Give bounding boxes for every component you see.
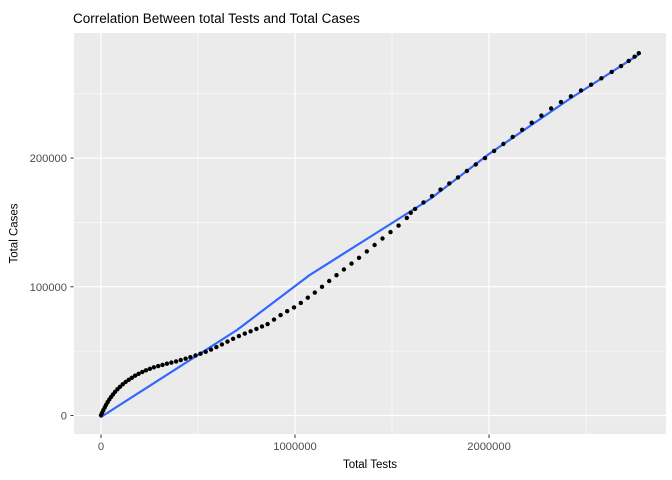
data-point <box>618 63 624 69</box>
data-point <box>129 375 134 380</box>
data-point <box>429 193 435 199</box>
data-point <box>156 363 161 369</box>
data-point <box>140 369 145 375</box>
plot-title: Correlation Between total Tests and Tota… <box>73 11 360 26</box>
data-point <box>421 200 426 205</box>
data-point <box>539 113 544 118</box>
data-point <box>626 58 631 64</box>
x-axis-title: Total Tests <box>343 459 397 471</box>
data-point <box>151 365 157 370</box>
data-point <box>123 379 128 385</box>
data-point <box>380 236 385 241</box>
smooth-regression-line <box>99 53 640 419</box>
y-tick-label: 200000 <box>30 153 67 165</box>
x-tick-label: 0 <box>98 441 104 453</box>
grid-major-lines <box>74 33 666 434</box>
data-point <box>491 148 497 154</box>
y-axis-title: Total Cases <box>9 203 21 263</box>
data-point <box>632 54 637 59</box>
data-point <box>236 333 242 339</box>
data-point <box>259 324 265 329</box>
data-point <box>388 229 393 235</box>
data-point <box>364 249 369 254</box>
data-point <box>291 305 297 310</box>
data-point <box>312 290 317 295</box>
data-point <box>372 242 377 248</box>
y-tick-label: 100000 <box>30 282 67 294</box>
data-point <box>208 347 214 352</box>
data-point <box>230 336 236 341</box>
data-point <box>214 344 219 350</box>
data-point <box>408 210 413 215</box>
data-point <box>298 300 303 306</box>
data-point <box>305 295 310 300</box>
data-point <box>164 361 170 366</box>
data-point <box>188 355 193 360</box>
data-point <box>636 51 641 56</box>
data-point <box>132 373 138 378</box>
data-point <box>599 76 604 81</box>
data-point <box>271 317 277 322</box>
data-point <box>455 175 461 180</box>
data-point <box>341 267 347 272</box>
data-point <box>356 255 362 260</box>
data-point <box>147 366 153 371</box>
y-axis-tick-labels: 0 100000 200000 <box>30 153 67 422</box>
data-point <box>173 359 179 364</box>
data-point <box>265 321 270 327</box>
data-point <box>248 329 253 334</box>
data-layer <box>98 51 641 419</box>
data-point <box>447 181 452 186</box>
data-point <box>609 69 614 75</box>
data-point <box>219 342 225 347</box>
data-point <box>183 356 188 361</box>
data-point <box>327 278 332 284</box>
data-point <box>482 155 488 161</box>
data-point <box>510 134 515 140</box>
scatter-points <box>98 51 641 418</box>
data-point <box>412 206 418 212</box>
grid-minor-lines <box>74 33 666 434</box>
data-point <box>319 284 325 289</box>
y-tick-label: 0 <box>61 410 67 422</box>
data-point <box>404 215 409 221</box>
x-axis-tick-labels: 0 1000000 2000000 <box>98 441 511 453</box>
data-point <box>169 360 174 365</box>
data-point <box>520 127 525 132</box>
data-point <box>242 331 247 336</box>
data-point <box>529 120 534 125</box>
data-point <box>203 349 208 354</box>
data-point <box>198 351 203 356</box>
data-point <box>334 273 339 278</box>
data-point <box>464 168 470 174</box>
data-point <box>278 312 283 318</box>
data-point <box>588 82 594 87</box>
data-point <box>501 141 506 147</box>
data-point <box>473 162 478 167</box>
data-point <box>136 371 141 376</box>
data-point <box>558 99 564 105</box>
data-point <box>225 339 230 344</box>
data-point <box>254 326 259 332</box>
data-point <box>160 362 165 368</box>
data-point <box>578 88 584 93</box>
x-tick-label: 2000000 <box>467 441 511 453</box>
data-point <box>548 106 554 111</box>
data-point <box>438 187 443 192</box>
data-point <box>178 357 183 363</box>
data-point <box>285 309 290 314</box>
data-point <box>396 223 401 228</box>
data-point <box>568 94 574 99</box>
axis-tick-marks <box>70 157 490 438</box>
data-point <box>143 368 149 373</box>
data-point <box>349 261 354 266</box>
data-point <box>193 353 198 358</box>
x-tick-label: 1000000 <box>273 441 317 453</box>
